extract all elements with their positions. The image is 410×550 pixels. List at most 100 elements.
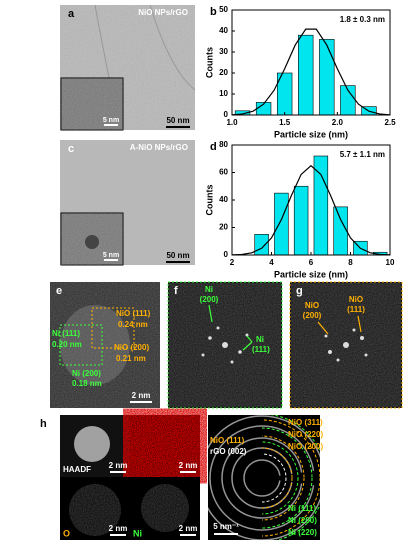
annotation: Ni	[256, 335, 264, 344]
bar	[319, 39, 335, 116]
annotation: Ni (111)	[52, 329, 80, 338]
map-label: Ni	[133, 528, 142, 538]
panel-label: a	[68, 8, 75, 20]
scale-label: 2 nm	[109, 461, 128, 470]
image-noise	[50, 282, 160, 408]
bar	[274, 192, 289, 256]
plot-frame	[231, 9, 391, 116]
ring-label: NiO (111)	[210, 436, 245, 445]
annotation: (111)	[347, 305, 365, 314]
arrow	[208, 304, 253, 351]
x-axis-label: Particle size (nm)	[274, 129, 348, 139]
annotation: 5.7 ± 1.1 nm	[340, 150, 385, 159]
arrow	[317, 315, 362, 335]
ring-label: Ni (200)	[288, 516, 317, 525]
y-tick-label: 40	[219, 195, 228, 204]
annotation: Ni	[205, 285, 213, 294]
x-axis-label: Particle size (nm)	[274, 269, 348, 279]
annotation: NiO (200)	[114, 343, 149, 352]
y-axis-label: Counts	[204, 47, 214, 78]
panel-label: b	[210, 6, 217, 18]
particle	[74, 426, 110, 462]
x-tick-label: 2.0	[332, 118, 344, 127]
x-tick-label: 1.5	[279, 118, 291, 127]
map-label: O	[63, 528, 70, 538]
fit-curve	[231, 164, 391, 256]
panel-label: e	[56, 285, 62, 297]
annotation: (200)	[303, 311, 322, 320]
y-tick-label: 0	[224, 110, 229, 119]
panel-label: c	[68, 143, 74, 155]
ni-signal	[141, 484, 189, 532]
annotation: (111)	[252, 345, 270, 354]
region-box	[59, 324, 103, 366]
x-tick-label: 1.0	[226, 118, 238, 127]
scale-label: 2 nm	[109, 524, 128, 533]
ring-label: NiO (200)	[288, 442, 323, 451]
x-tick-label: 2.5	[384, 118, 396, 127]
bar	[298, 34, 314, 116]
particle	[85, 235, 99, 249]
scale-label: 50 nm	[166, 116, 189, 125]
annotation: 0.24 nm	[118, 320, 148, 329]
red-map	[130, 415, 200, 477]
ring-label: Ni (220)	[288, 528, 317, 537]
annotation: NiO	[349, 295, 363, 304]
x-tick-label: 10	[386, 258, 395, 267]
panel-label: f	[174, 285, 178, 297]
scale-bars	[110, 471, 196, 536]
y-tick-label: 40	[219, 26, 228, 35]
panel-label: g	[296, 285, 303, 297]
caption: A-NiO NPs/rGO	[130, 143, 188, 152]
annotation: NiO (111)	[116, 309, 151, 318]
scale-label: 2 nm	[179, 524, 198, 533]
bar	[254, 234, 269, 256]
annotation: 0.18 nm	[72, 379, 102, 388]
ring-label: rGO (002)	[210, 447, 247, 456]
scale-label: 2 nm	[179, 461, 198, 470]
x-tick-label: 2	[230, 258, 235, 267]
panel-label: h	[40, 418, 47, 430]
map-label: HAADF	[63, 465, 91, 474]
y-tick-label: 50	[219, 5, 228, 14]
y-tick-label: 0	[224, 250, 229, 259]
annotation: Ni (200)	[72, 369, 101, 378]
bar	[293, 185, 309, 256]
annotation: NiO	[305, 301, 319, 310]
scale-label: 5 nm	[103, 117, 119, 124]
y-tick-label: 20	[219, 68, 228, 77]
panel-label: i	[213, 418, 216, 430]
ring-label: Ni (111)	[288, 504, 316, 513]
x-tick-label: 6	[309, 258, 314, 267]
region-box	[91, 307, 135, 349]
fft-spots	[324, 328, 368, 362]
x-tick-label: 8	[348, 258, 353, 267]
scale-label: 50 nm	[166, 251, 189, 260]
scale-label: 5 nm	[103, 252, 119, 259]
caption: NiO NPs/rGO	[138, 8, 188, 17]
bar	[333, 206, 348, 256]
y-tick-label: 80	[219, 140, 228, 149]
annotation: 0.21 nm	[116, 354, 146, 363]
o-signal	[69, 484, 121, 536]
annotation: (200)	[200, 295, 219, 304]
fft-spots	[201, 326, 249, 364]
y-axis-label: Counts	[204, 185, 214, 216]
scale-label: 2 nm	[132, 391, 151, 400]
annotation: 1.8 ± 0.3 nm	[340, 15, 385, 24]
inset-noise	[61, 78, 123, 130]
ring-label: NiO (220)	[288, 430, 323, 439]
panel-label: d	[210, 141, 217, 153]
ring-label: NiO (311)	[288, 418, 323, 427]
y-tick-label: 60	[219, 168, 228, 177]
annotation: 0.20 nm	[52, 340, 82, 349]
y-tick-label: 10	[219, 89, 228, 98]
fit-curve	[231, 28, 391, 116]
x-tick-label: 4	[269, 258, 274, 267]
y-tick-label: 20	[219, 223, 228, 232]
diffraction-rings	[208, 415, 320, 540]
scale-label: 5 nm⁻¹	[213, 522, 239, 531]
y-tick-label: 30	[219, 47, 228, 56]
